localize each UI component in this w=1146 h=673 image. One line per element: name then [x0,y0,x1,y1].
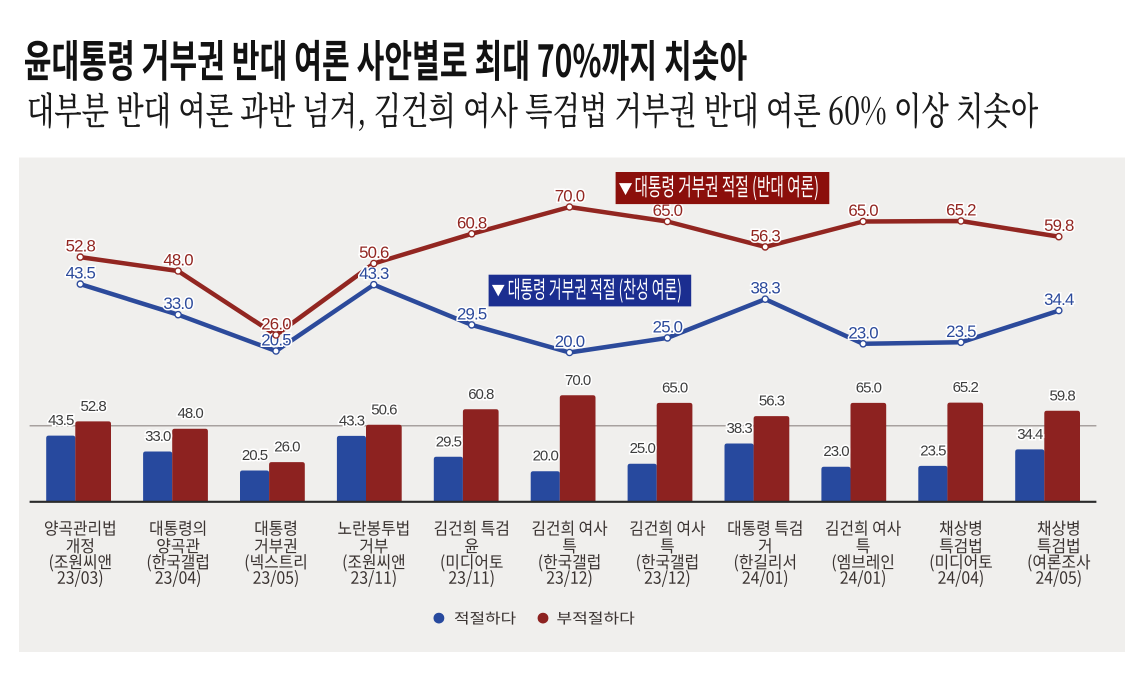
svg-text:43.5: 43.5 [66,264,96,283]
svg-text:23.5: 23.5 [946,322,976,341]
svg-text:65.0: 65.0 [856,379,882,396]
svg-text:59.8: 59.8 [1044,216,1074,235]
svg-text:25.0: 25.0 [630,440,656,457]
svg-text:65.0: 65.0 [653,201,683,220]
svg-text:38.3: 38.3 [726,420,752,437]
svg-text:23.0: 23.0 [823,443,849,460]
svg-text:65.0: 65.0 [848,201,878,220]
svg-text:56.3: 56.3 [759,393,785,410]
svg-text:20.5: 20.5 [242,447,268,464]
svg-text:26.0: 26.0 [261,315,291,334]
svg-text:29.5: 29.5 [457,304,487,323]
svg-text:26.0: 26.0 [274,439,300,456]
svg-text:65.0: 65.0 [662,379,688,396]
svg-text:60.8: 60.8 [457,213,487,232]
svg-text:56.3: 56.3 [750,226,780,245]
svg-text:50.6: 50.6 [359,243,389,262]
svg-text:34.4: 34.4 [1044,290,1074,309]
svg-text:59.8: 59.8 [1049,387,1075,404]
svg-text:33.0: 33.0 [163,294,193,313]
svg-text:20.5: 20.5 [261,331,291,350]
svg-text:33.0: 33.0 [145,428,171,445]
svg-text:20.0: 20.0 [533,448,559,465]
svg-text:48.0: 48.0 [163,251,193,270]
svg-text:23.0: 23.0 [848,323,878,342]
svg-text:52.8: 52.8 [66,237,96,256]
svg-text:34.4: 34.4 [1017,426,1043,443]
svg-text:43.5: 43.5 [48,412,74,429]
svg-text:65.2: 65.2 [946,201,976,220]
svg-text:70.0: 70.0 [565,372,591,389]
svg-text:43.3: 43.3 [359,264,389,283]
svg-text:48.0: 48.0 [177,405,203,422]
svg-text:25.0: 25.0 [653,317,683,336]
svg-text:65.2: 65.2 [953,379,979,396]
svg-text:38.3: 38.3 [750,279,780,298]
svg-text:50.6: 50.6 [371,401,397,418]
svg-text:52.8: 52.8 [80,398,106,415]
svg-text:43.3: 43.3 [339,412,365,429]
svg-text:29.5: 29.5 [436,433,462,450]
svg-text:20.0: 20.0 [555,332,585,351]
svg-text:23.5: 23.5 [920,442,946,459]
svg-text:60.8: 60.8 [468,386,494,403]
svg-text:70.0: 70.0 [555,187,585,206]
